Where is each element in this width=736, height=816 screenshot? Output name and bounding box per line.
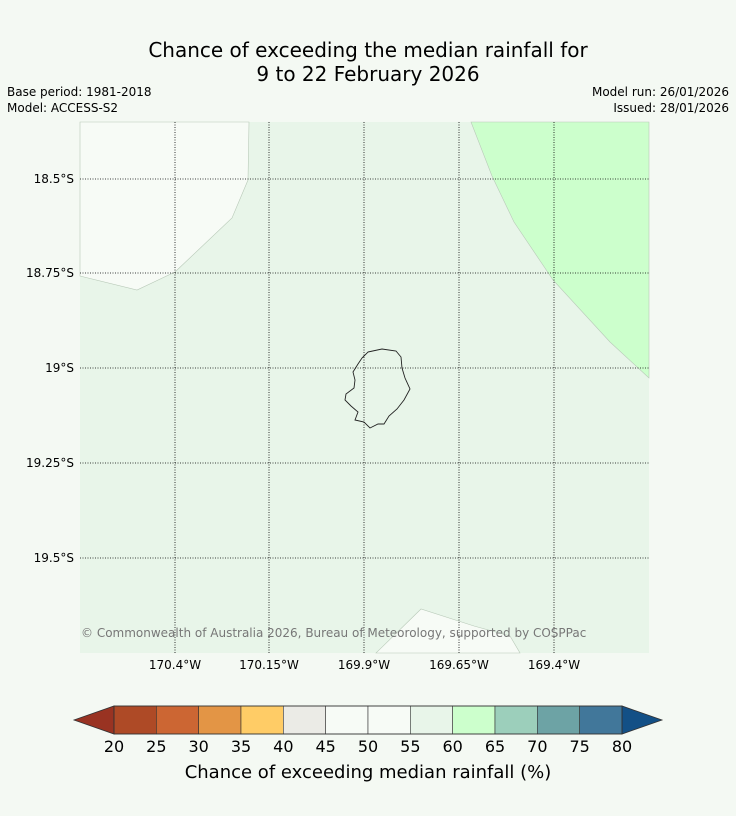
- issued-text: Issued: 28/01/2026: [613, 101, 729, 115]
- model-text: Model: ACCESS-S2: [7, 101, 119, 115]
- colorbar-tick-label: 25: [146, 737, 166, 756]
- colorbar-tick-label: 35: [231, 737, 251, 756]
- colorbar-title: Chance of exceeding median rainfall (%): [185, 762, 552, 783]
- colorbar-outline: [113, 705, 623, 735]
- latitude-labels: 18.5°S 18.75°S 19°S 19.25°S 19.5°S: [26, 172, 74, 565]
- map-panel: © Commonwealth of Australia 2026, Bureau…: [79, 121, 650, 654]
- colorbar-ticks: 20 25 30 35 40 45 50 55 60 65 70 75 80: [104, 737, 632, 756]
- region-60-65-northeast: [470, 121, 650, 379]
- base-period-text: Base period: 1981-2018: [7, 85, 152, 99]
- colorbar-tick-label: 45: [315, 737, 335, 756]
- island-outline: [344, 348, 411, 429]
- lon-label-5: 169.4°W: [528, 658, 580, 672]
- title-line-1: Chance of exceeding the median rainfall …: [148, 38, 588, 62]
- lat-label-2: 18.75°S: [26, 266, 74, 280]
- colorbar-segment-35-40: [240, 705, 284, 735]
- colorbar-tick-label: 75: [569, 737, 589, 756]
- lon-label-1: 170.4°W: [149, 658, 201, 672]
- colorbar-tick-label: 70: [527, 737, 547, 756]
- colorbar-segment-45-50: [325, 705, 369, 735]
- colorbar: 20 25 30 35 40 45 50 55 60 65 70 75 80 Chance of exc…: [72, 705, 664, 783]
- lon-label-2: 170.15°W: [239, 658, 299, 672]
- title-line-2: 9 to 22 February 2026: [256, 62, 480, 86]
- colorbar-segment-30-35: [198, 705, 242, 735]
- copyright-text: © Commonwealth of Australia 2026, Bureau…: [81, 626, 586, 640]
- lat-label-1: 18.5°S: [34, 172, 74, 186]
- lat-label-5: 19.5°S: [34, 551, 74, 565]
- lat-label-3: 19°S: [45, 361, 74, 375]
- colorbar-segment-65-70: [494, 705, 538, 735]
- colorbar-segment-40-45: [283, 705, 326, 735]
- colorbar-segment-20-25: [113, 705, 157, 735]
- colorbar-tick-label: 30: [188, 737, 208, 756]
- model-run-text: Model run: 26/01/2026: [591, 85, 729, 99]
- region-45-50-south: [375, 608, 521, 654]
- lon-label-4: 169.65°W: [429, 658, 489, 672]
- lat-label-4: 19.25°S: [26, 456, 74, 470]
- colorbar-segment-50-55: [367, 705, 411, 735]
- colorbar-over-arrow: [621, 705, 664, 735]
- colorbar-segment-75-80: [579, 705, 623, 735]
- colorbar-tick-label: 55: [400, 737, 420, 756]
- colorbar-tick-label: 40: [273, 737, 293, 756]
- colorbar-segments: [113, 705, 623, 735]
- colorbar-segment-70-75: [537, 705, 580, 735]
- lon-label-3: 169.9°W: [338, 658, 390, 672]
- colorbar-segment-25-30: [156, 705, 199, 735]
- colorbar-tick-label: 65: [485, 737, 505, 756]
- graticule: [80, 122, 649, 653]
- longitude-labels: 170.4°W 170.15°W 169.9°W 169.65°W 169.4°…: [149, 658, 580, 672]
- colorbar-tick-label: 80: [612, 737, 632, 756]
- meta-right: Model run: 26/01/2026 Issued: 28/01/2026: [592, 84, 729, 116]
- meta-left: Base period: 1981-2018 Model: ACCESS-S2: [7, 84, 152, 116]
- colorbar-under-arrow: [72, 705, 115, 735]
- colorbar-tick-label: 20: [104, 737, 124, 756]
- colorbar-tick-label: 60: [442, 737, 462, 756]
- colorbar-tick-label: 50: [358, 737, 378, 756]
- colorbar-segment-55-60: [410, 705, 453, 735]
- map-title: Chance of exceeding the median rainfall …: [0, 38, 736, 86]
- region-45-50-northwest: [79, 121, 250, 291]
- colorbar-segment-60-65: [452, 705, 496, 735]
